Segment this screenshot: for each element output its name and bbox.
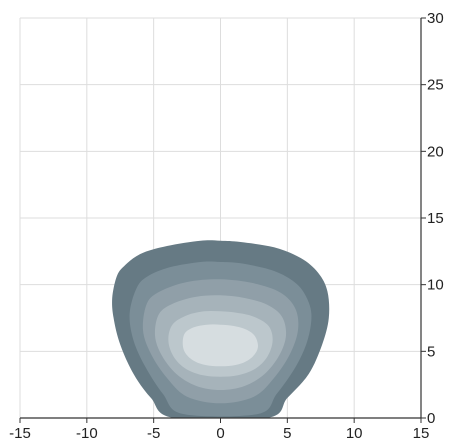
x-tick-label: -15 [9, 425, 31, 442]
y-tick-label: 5 [427, 343, 435, 360]
y-tick-label: 20 [427, 143, 444, 160]
x-tick-label: 5 [283, 425, 291, 442]
x-tick-label: 10 [346, 425, 363, 442]
contour-level-6 [182, 324, 259, 367]
y-tick-label: 0 [427, 410, 435, 427]
y-tick-label: 10 [427, 277, 444, 294]
axes [19, 17, 426, 423]
contour-fill-group [112, 240, 330, 418]
y-tick-label: 15 [427, 210, 444, 227]
x-tick-label: 15 [413, 425, 430, 442]
x-tick-label: -10 [76, 425, 98, 442]
y-tick-label: 25 [427, 77, 444, 94]
x-tick-label: -5 [147, 425, 160, 442]
x-tick-label: 0 [216, 425, 224, 442]
grid [19, 17, 422, 419]
y-tick-label: 30 [427, 10, 444, 27]
